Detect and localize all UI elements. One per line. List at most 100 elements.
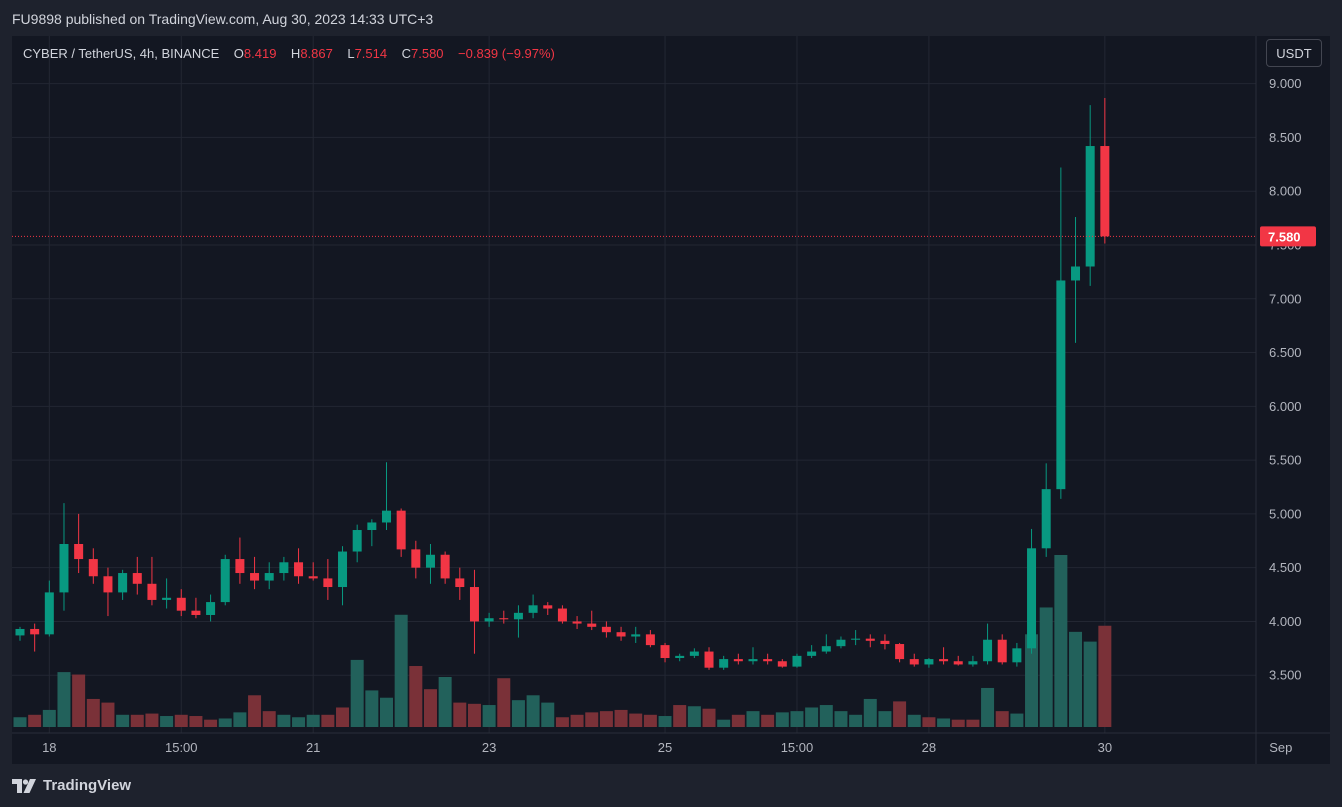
candle-body [939,659,949,662]
candle [704,647,714,670]
candle-body [1056,280,1066,490]
time-tick-label: Sep [1269,740,1292,755]
tradingview-logo-icon [12,778,36,793]
candle [1085,105,1095,286]
candle-body [352,530,362,552]
volume-bar [570,714,584,727]
candle [528,594,538,619]
candle-body [88,559,98,577]
volume-bar [981,687,995,727]
candle [777,659,787,668]
candle [953,655,963,666]
price-tick-label: 9.000 [1269,76,1302,91]
volume-bar [966,719,980,727]
price-tick-label: 5.500 [1269,453,1302,468]
candle [469,569,479,654]
candle-body [118,573,128,593]
volume-bar [28,714,42,727]
volume-bar [717,719,731,727]
volume-bar [72,674,86,727]
candle-body [733,659,743,662]
candle-body [719,659,729,668]
candle [645,630,655,648]
candle [455,567,465,600]
candle [264,562,274,590]
time-axis[interactable]: 18 15:00 21 23 25 15:00 28 30 Sep [42,740,1292,755]
chart-pane[interactable]: 3.500 4.000 4.500 5.000 5.500 6.000 6.500 7.000… [12,36,1330,764]
candle-body [557,608,567,622]
volume-bar [189,716,203,727]
candle-body [865,638,875,641]
last-price-tag: 7.580 [1260,226,1316,247]
candle [601,621,611,638]
volume-bar [819,705,833,727]
candle [352,524,362,563]
candles [15,97,1110,670]
candle [499,610,509,624]
candle-body [74,543,84,560]
volume-bar [1069,631,1083,727]
tradingview-logo-text: TradingView [43,777,132,794]
low-label: L [347,46,355,61]
candle-body [44,592,54,635]
candle [396,508,406,557]
candle [132,556,142,595]
candle-body [1100,146,1110,237]
volume-bar [658,716,672,727]
candle-body [880,640,890,645]
price-tick-label: 6.000 [1269,399,1302,414]
candle [88,548,98,584]
candle [206,594,216,622]
volume-bar [629,713,643,727]
last-price-tag-bg [1260,226,1316,247]
candle [836,636,846,649]
volume-bar [394,614,408,727]
price-tick-label: 8.000 [1269,184,1302,199]
candle-body [499,618,509,620]
volume-bar [42,709,56,727]
candle-body [1012,648,1022,663]
symbol-legend: CYBER / TetherUS, 4h, BINANCE O8.419 H8.… [23,46,555,61]
candle [103,567,113,617]
candle [250,556,260,590]
candle-body [323,578,333,588]
currency-button[interactable]: USDT [1266,39,1322,67]
symbol-title[interactable]: CYBER / TetherUS, 4h, BINANCE [23,46,220,61]
volume-bar [306,714,320,727]
time-tick-label: 21 [306,740,320,755]
candle [880,634,890,650]
candle [821,634,831,654]
candle-body [777,661,787,667]
candlestick-chart[interactable]: 3.500 4.000 4.500 5.000 5.500 6.000 6.500 7.000… [12,36,1330,764]
candle-body [660,645,670,659]
volume-bar [893,701,907,727]
volume-bar [101,702,115,727]
candle-body [30,628,40,635]
volume-bar [204,719,218,727]
candle-body [572,621,582,624]
candle-body [294,562,304,577]
candle-body [792,655,802,667]
candle-body [411,549,421,568]
volume-bar [438,676,452,727]
tradingview-logo[interactable]: TradingView [12,777,131,794]
candle [792,653,802,668]
candle [382,462,391,531]
candle [543,602,553,615]
candle [513,605,523,638]
candle [675,653,685,662]
candle [719,655,729,670]
volume-bar [1083,641,1097,727]
publish-bar: FU9898 published on TradingView.com, Aug… [0,0,1342,36]
candle [1056,167,1066,499]
volume-bar [467,703,481,727]
volume-bar [13,717,27,727]
candle [176,589,186,617]
volume-bar [614,709,628,727]
candle-body [103,576,113,593]
volume-bar [599,711,613,727]
volume-bar [1025,634,1039,727]
price-axis[interactable]: 3.500 4.000 4.500 5.000 5.500 6.000 6.500 7.000… [1269,76,1302,683]
candle-body [997,639,1007,663]
candle-body [264,573,274,581]
